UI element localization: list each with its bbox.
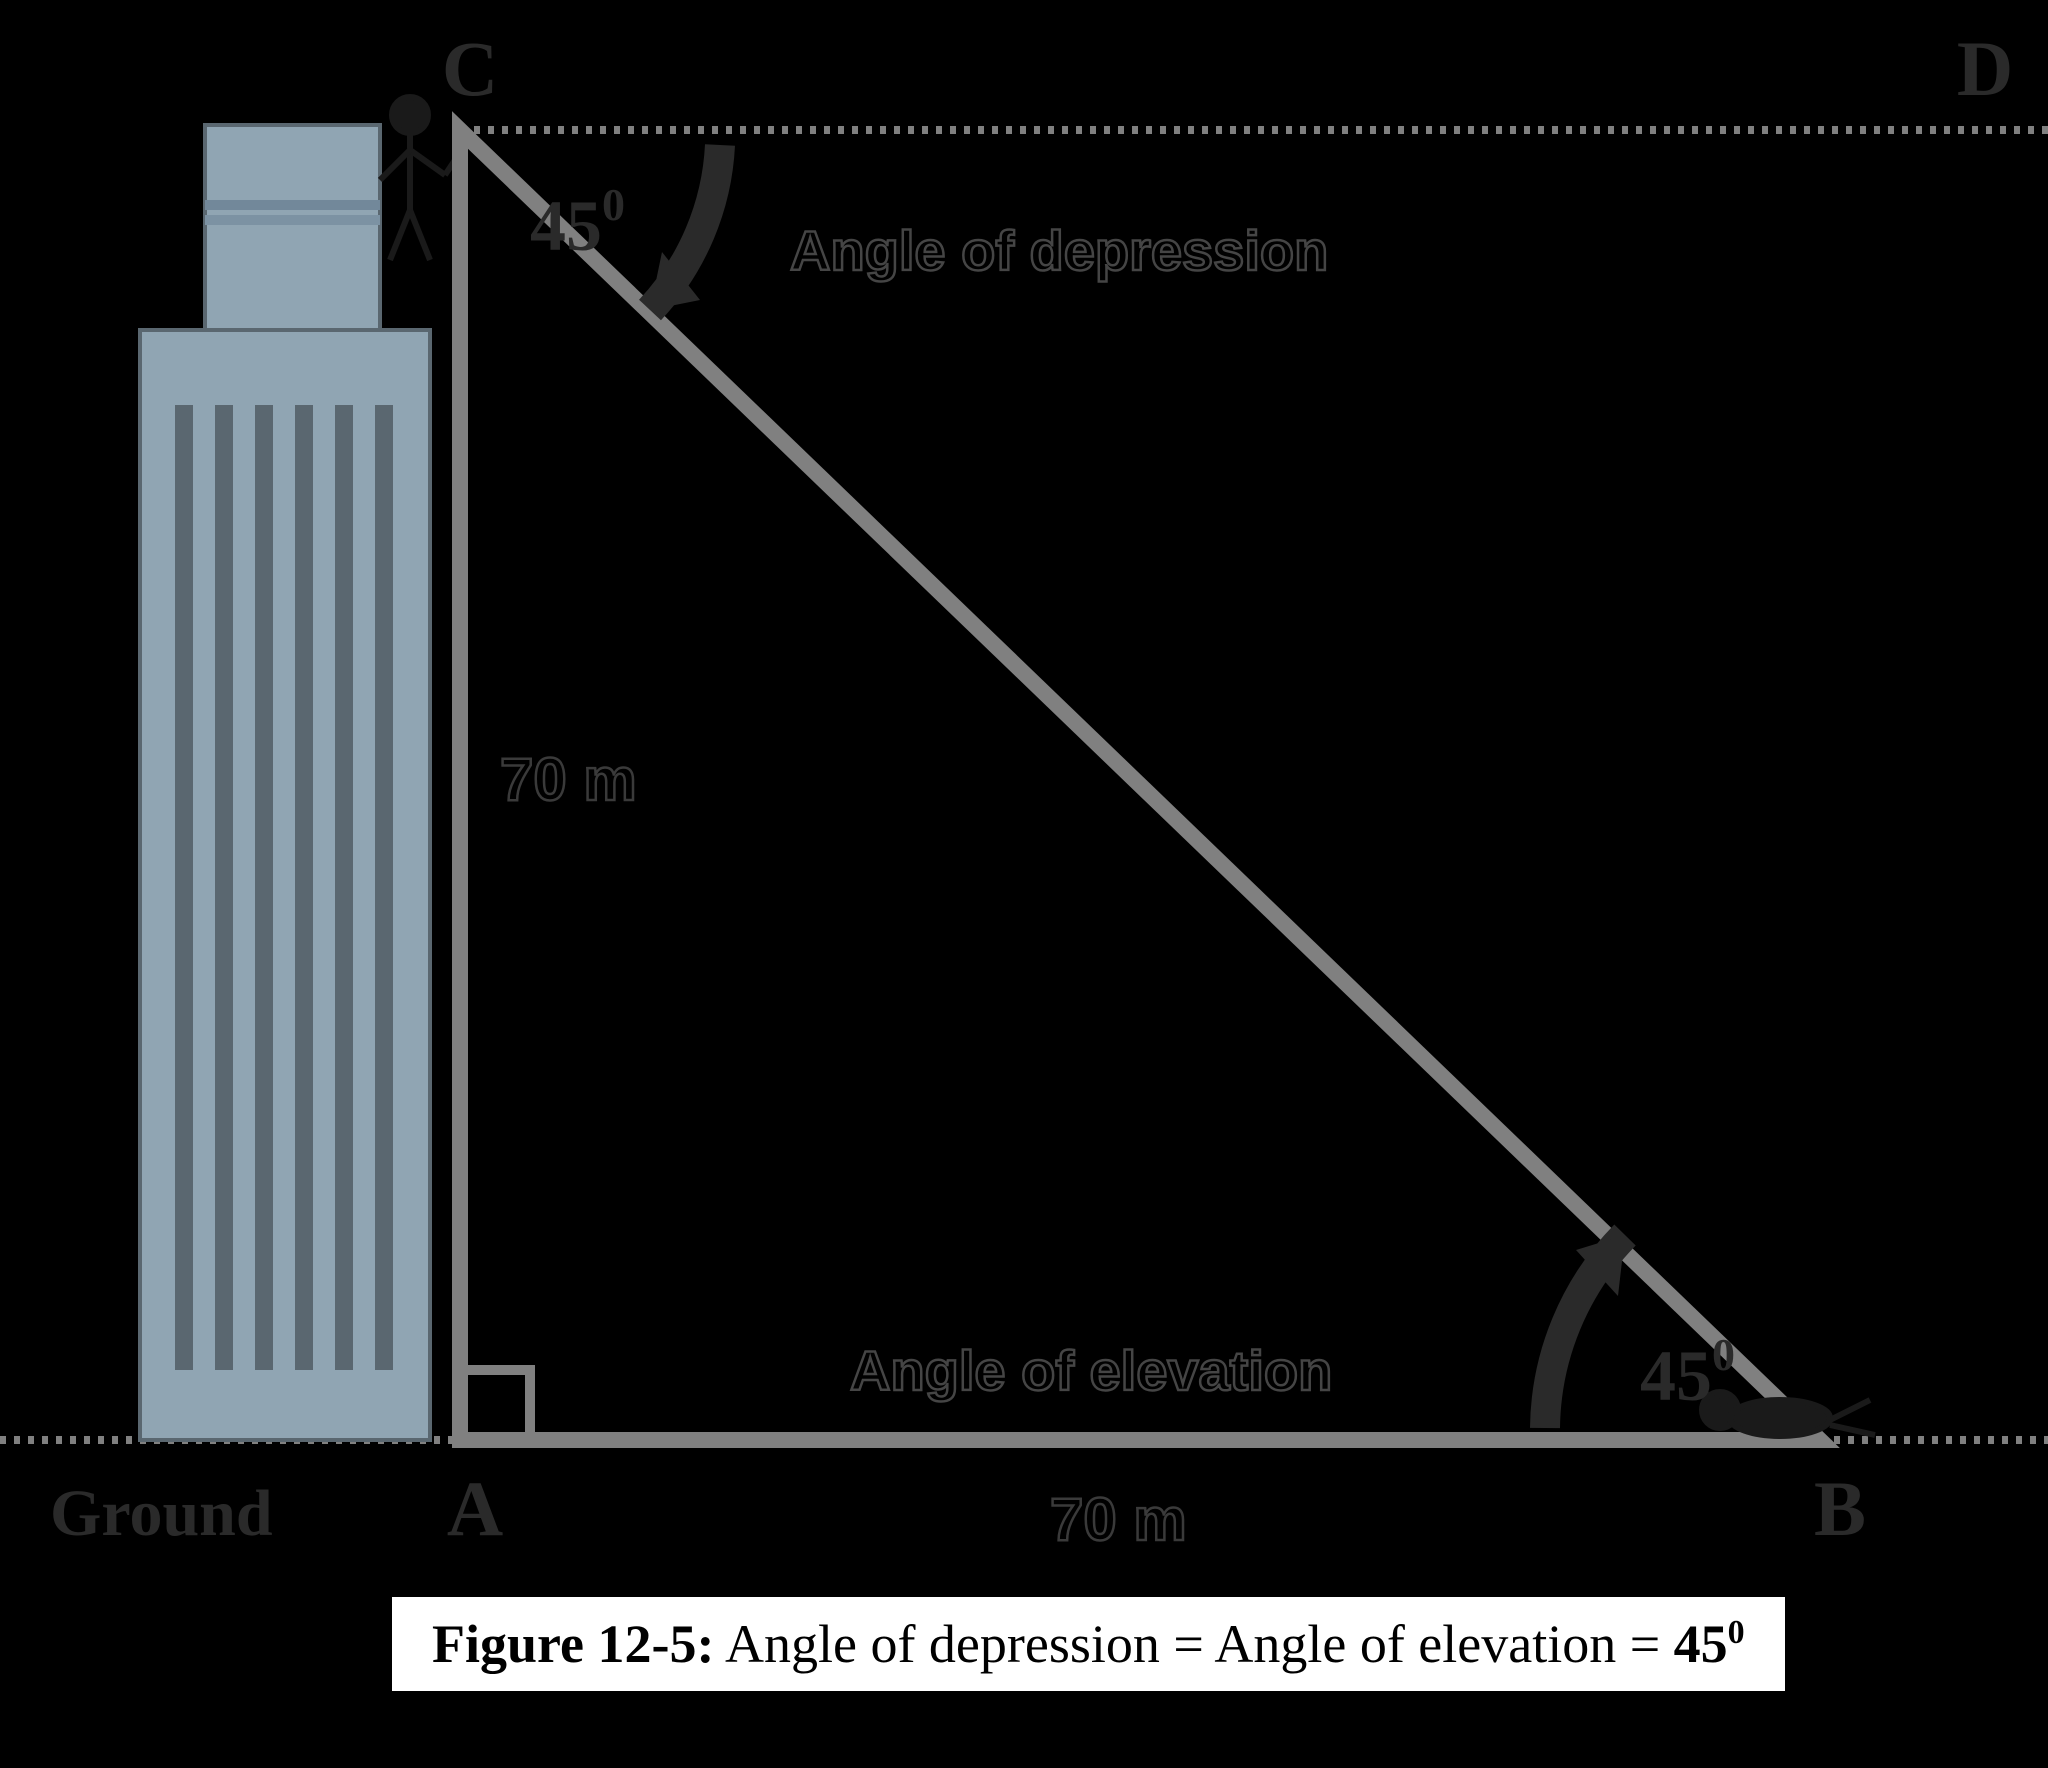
caption-sup: 0 [1728, 1614, 1745, 1651]
elevation-text: Angle of elevation [850, 1339, 1332, 1402]
caption-prefix: Figure 12-5: [432, 1614, 714, 1674]
right-angle-marker [460, 1370, 530, 1440]
building [140, 125, 430, 1440]
depression-text: Angle of depression [790, 219, 1328, 282]
caption-value: 45 [1674, 1614, 1728, 1674]
label-B: B [1814, 1465, 1866, 1552]
caption-mid: Angle of depression = Angle of elevation… [714, 1614, 1673, 1674]
angle-c-text: 450 [530, 179, 625, 266]
person-bottom [1700, 1390, 1875, 1436]
person-top [380, 97, 455, 260]
elevation-arc [1545, 1235, 1625, 1428]
ground-text: Ground [50, 1477, 273, 1550]
base-text: 70 m [1050, 1486, 1187, 1553]
label-C: C [442, 25, 498, 112]
label-D: D [1957, 25, 2013, 112]
depression-arc [650, 145, 720, 310]
figure-caption: Figure 12-5: Angle of depression = Angle… [390, 1595, 1787, 1693]
trig-diagram: C D A B Ground 450 450 Angle of depressi… [0, 0, 2048, 1768]
label-A: A [447, 1465, 503, 1552]
height-text: 70 m [500, 746, 637, 813]
